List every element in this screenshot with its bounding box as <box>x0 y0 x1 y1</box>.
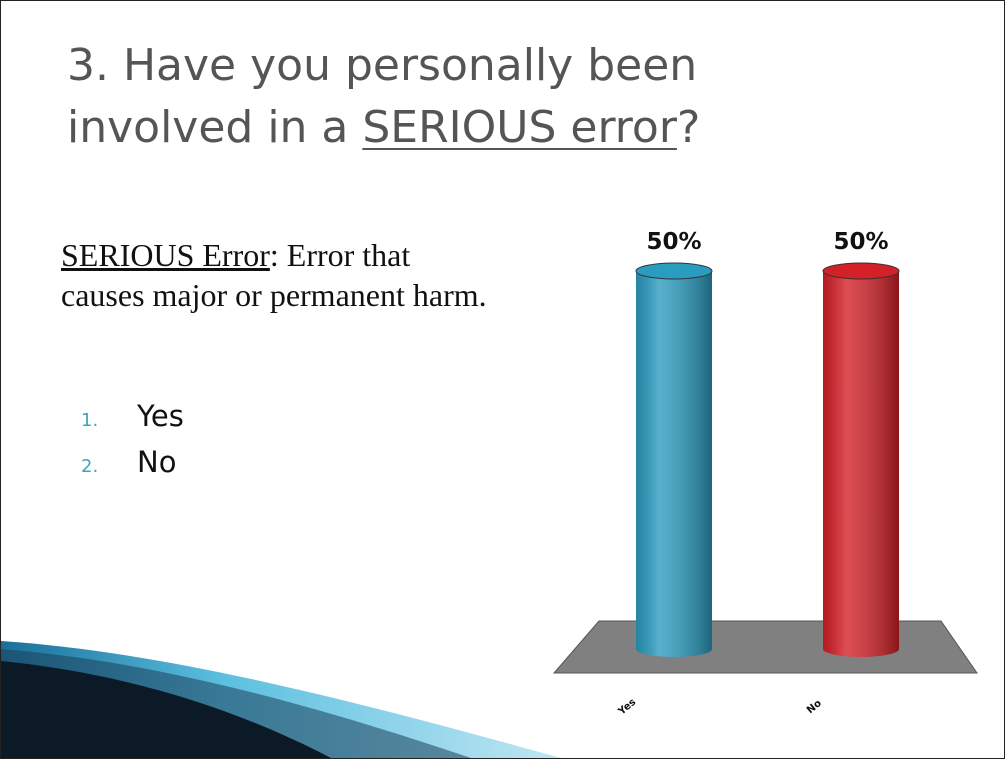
x-tick-label: Yes <box>616 697 638 718</box>
option-label: Yes <box>137 399 184 433</box>
x-tick-label: No <box>805 698 824 716</box>
option: 2. No <box>81 445 184 491</box>
title-text: involved in a <box>67 102 363 153</box>
title-underlined: SERIOUS error <box>362 102 677 153</box>
slide-title: 3. Have you personally been involved in … <box>67 35 700 159</box>
value-label: 50% <box>833 229 888 255</box>
option-number: 1. <box>81 410 99 431</box>
title-line: 3. Have you personally been <box>67 40 698 91</box>
options: 1. Yes 2. No <box>81 399 184 491</box>
definition-term: SERIOUS Error <box>61 237 270 273</box>
chart-floor <box>552 620 978 674</box>
bar <box>635 262 713 657</box>
definition: SERIOUS Error: Error that causes major o… <box>61 235 487 315</box>
bar-cap <box>635 262 713 280</box>
value-label: 50% <box>646 229 701 255</box>
bar-shade <box>636 271 712 657</box>
definition-line: causes major or permanent harm. <box>61 277 487 313</box>
bar-cap <box>822 262 900 280</box>
option-label: No <box>137 445 177 479</box>
swoosh-dark <box>1 661 331 758</box>
option: 1. Yes <box>81 399 184 445</box>
title-line: involved in a SERIOUS error? <box>67 97 700 159</box>
definition-text: : Error that <box>269 237 411 273</box>
bar-shade <box>823 271 899 657</box>
option-number: 2. <box>81 456 99 477</box>
definition-line: SERIOUS Error: Error that <box>61 235 487 275</box>
bar <box>822 262 900 657</box>
title-text: ? <box>676 102 701 153</box>
